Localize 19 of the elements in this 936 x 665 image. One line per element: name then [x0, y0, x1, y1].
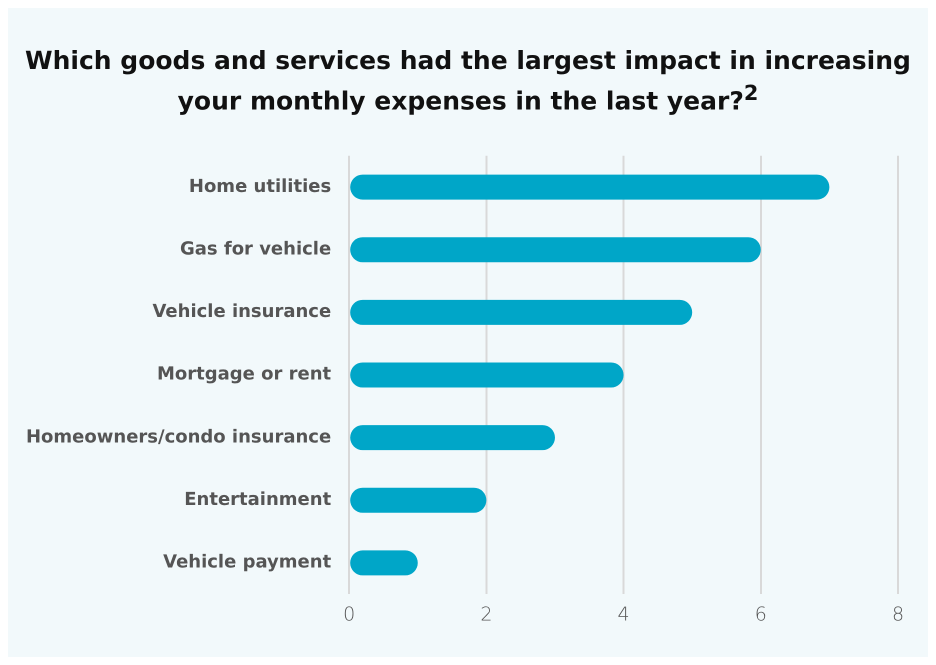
bar: [350, 425, 555, 450]
x-tick-label: 0: [343, 604, 356, 626]
bar: [350, 174, 830, 200]
y-tick-label: Home utilities: [188, 176, 332, 198]
chart-title: Which goods and services had the largest impact in increasing your monthly expenses in the last year?$^{2}$: [24, 45, 912, 118]
x-tick-label: 6: [754, 604, 767, 626]
x-tick-label: 8: [892, 604, 904, 626]
bar: [350, 362, 624, 388]
y-tick-label: Gas for vehicle: [180, 238, 332, 260]
y-tick-label: Entertainment: [184, 489, 332, 510]
bar: [350, 238, 761, 263]
x-tick-label: 2: [480, 604, 492, 626]
y-tick-label: Vehicle payment: [163, 552, 332, 573]
y-tick-label: Mortgage or rent: [157, 364, 332, 385]
y-tick-label: Vehicle insurance: [152, 301, 332, 322]
bar: [350, 488, 486, 514]
bar: [350, 300, 692, 326]
x-tick-label: 4: [618, 604, 630, 626]
y-tick-label: Homeowners/condo insurance: [26, 426, 332, 448]
